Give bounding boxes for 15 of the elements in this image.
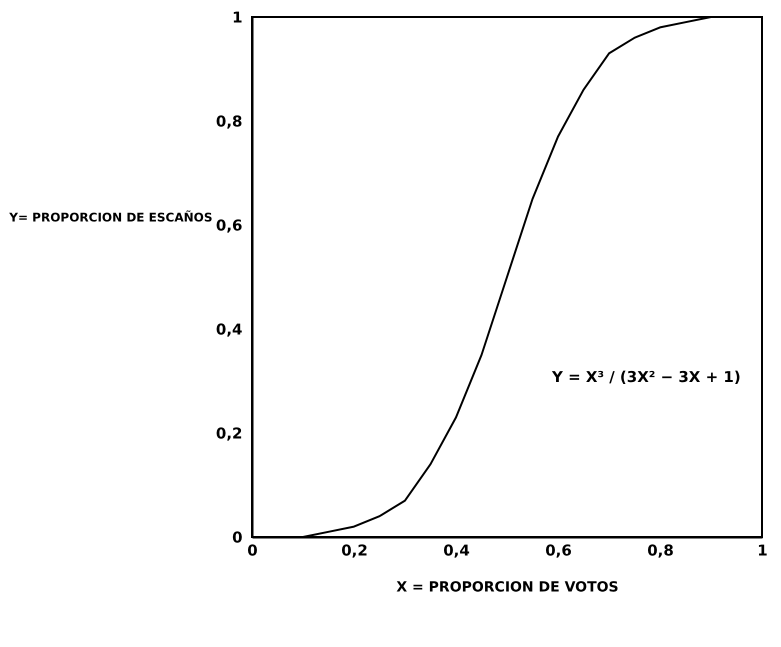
y-axis-title: Y= PROPORCION DE ESCAÑOS xyxy=(8,210,212,224)
y-tick-label: 1 xyxy=(232,8,242,26)
x-tick-label: 0 xyxy=(247,542,258,560)
y-tick-label: 0,6 xyxy=(216,216,242,234)
y-tick-label: 0,8 xyxy=(216,112,242,130)
y-tick-label: 0 xyxy=(232,528,242,546)
x-axis-title: X = PROPORCION DE VOTOS xyxy=(396,580,619,596)
x-tick-label: 0,6 xyxy=(545,542,572,560)
x-tick-label: 0,2 xyxy=(341,542,368,560)
y-tick-label: 0,4 xyxy=(216,320,242,338)
annotation: Y = X³ / (3X² − 3X + 1) xyxy=(551,368,741,386)
x-tick-label: 0,8 xyxy=(647,542,674,560)
y-tick-label: 0,2 xyxy=(216,424,242,442)
x-tick-label: 0,4 xyxy=(443,542,470,560)
x-tick-label: 1 xyxy=(757,542,768,560)
